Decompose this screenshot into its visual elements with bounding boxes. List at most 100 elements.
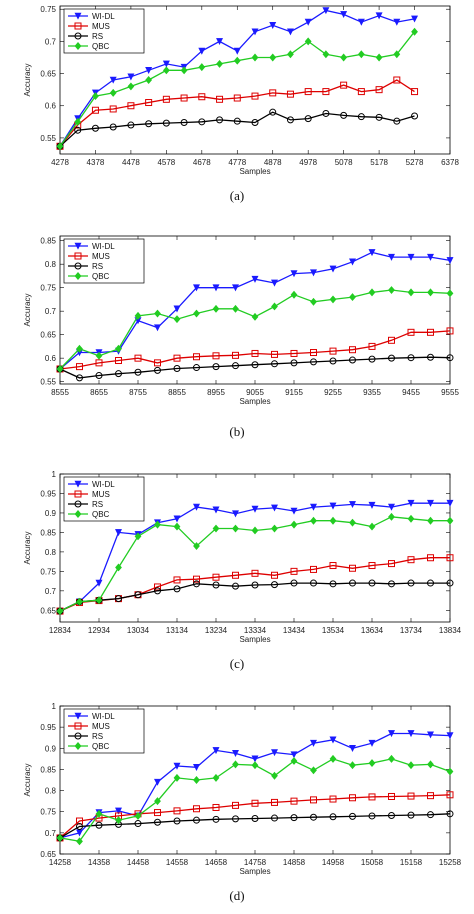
data-point xyxy=(232,524,239,533)
data-point xyxy=(232,760,239,769)
data-point xyxy=(212,581,220,589)
figure-caption: (c) xyxy=(230,656,244,671)
data-point xyxy=(290,751,298,759)
data-point xyxy=(375,113,383,121)
data-point xyxy=(193,309,200,318)
data-point xyxy=(127,102,135,110)
data-point xyxy=(329,795,337,803)
figure-caption: (a) xyxy=(230,188,244,203)
series-qbc xyxy=(56,27,418,151)
x-tick-label: 13434 xyxy=(283,626,306,635)
data-point xyxy=(375,12,383,20)
data-point xyxy=(173,305,181,313)
y-tick-label: 0.6 xyxy=(45,354,57,363)
data-point xyxy=(115,595,122,603)
data-point xyxy=(212,352,220,360)
data-point xyxy=(91,124,99,132)
legend-entry: RS xyxy=(92,732,103,741)
x-tick-label: 6378 xyxy=(441,158,459,167)
data-point xyxy=(446,327,454,335)
data-point xyxy=(232,510,239,518)
x-tick-label: 14658 xyxy=(205,858,228,867)
legend-entry: MUS xyxy=(92,722,110,731)
data-point xyxy=(310,579,317,587)
data-point xyxy=(212,573,220,581)
data-point xyxy=(349,258,356,266)
series-line xyxy=(59,111,415,147)
data-point xyxy=(109,123,117,131)
data-point xyxy=(340,81,348,89)
data-point xyxy=(76,363,83,371)
y-axis-label: Accuracy xyxy=(23,294,32,327)
data-point xyxy=(388,792,395,800)
data-point xyxy=(269,22,277,29)
data-point xyxy=(340,111,348,119)
data-point xyxy=(74,742,82,750)
x-tick-label: 15058 xyxy=(361,858,384,867)
data-point xyxy=(329,502,337,510)
data-point xyxy=(95,821,103,829)
data-point xyxy=(329,347,337,355)
data-point xyxy=(212,747,220,755)
data-point xyxy=(427,792,434,800)
legend-entry: WI-DL xyxy=(92,12,115,21)
data-point xyxy=(251,569,259,577)
data-point xyxy=(427,288,434,297)
data-point xyxy=(251,581,259,589)
data-point xyxy=(154,583,161,591)
y-tick-label: 0.8 xyxy=(45,787,57,796)
data-point xyxy=(388,730,395,738)
x-tick-label: 8655 xyxy=(90,388,108,397)
data-point xyxy=(349,744,356,752)
data-point xyxy=(232,571,239,579)
x-tick-label: 4678 xyxy=(193,158,211,167)
data-point xyxy=(74,117,82,126)
data-point xyxy=(216,116,224,124)
y-tick-label: 0.8 xyxy=(45,260,57,269)
data-point xyxy=(127,73,135,81)
data-point xyxy=(287,50,294,59)
data-point xyxy=(193,503,200,511)
data-point xyxy=(271,302,278,311)
legend-entry: QBC xyxy=(92,42,110,51)
data-point xyxy=(95,596,103,605)
data-point xyxy=(74,712,82,720)
data-point xyxy=(154,587,161,595)
data-point xyxy=(290,520,298,529)
data-point xyxy=(212,524,220,533)
data-point xyxy=(446,289,454,298)
data-point xyxy=(173,762,181,770)
data-point xyxy=(162,60,170,68)
data-point xyxy=(368,793,376,801)
y-tick-label: 0.65 xyxy=(40,331,56,340)
data-point xyxy=(427,554,434,562)
x-tick-label: 13034 xyxy=(127,626,150,635)
data-point xyxy=(329,736,337,744)
data-point xyxy=(304,115,312,123)
data-point xyxy=(115,807,122,815)
chart-panel-3: 0.65 0.7 0.75 0.8 0.85 0.9 0.95 1 12834 12934 1303… xyxy=(23,470,462,671)
data-point xyxy=(349,346,356,354)
data-point xyxy=(271,524,278,533)
x-tick-label: 12934 xyxy=(88,626,111,635)
data-point xyxy=(368,579,376,587)
data-point xyxy=(74,242,82,250)
data-point xyxy=(388,336,395,344)
data-point xyxy=(193,364,200,372)
y-tick-label: 0.95 xyxy=(40,489,56,498)
data-point xyxy=(446,579,454,587)
x-tick-label: 9555 xyxy=(441,388,459,397)
data-point xyxy=(407,556,415,564)
data-point xyxy=(56,365,64,373)
data-point xyxy=(310,358,317,366)
y-tick-label: 0.75 xyxy=(40,567,56,576)
series-line xyxy=(59,582,450,612)
data-point xyxy=(310,739,317,747)
y-axis-label: Accuracy xyxy=(23,764,32,797)
data-point xyxy=(212,284,220,292)
data-point xyxy=(134,368,142,376)
data-point xyxy=(357,113,365,121)
data-point xyxy=(290,349,298,357)
